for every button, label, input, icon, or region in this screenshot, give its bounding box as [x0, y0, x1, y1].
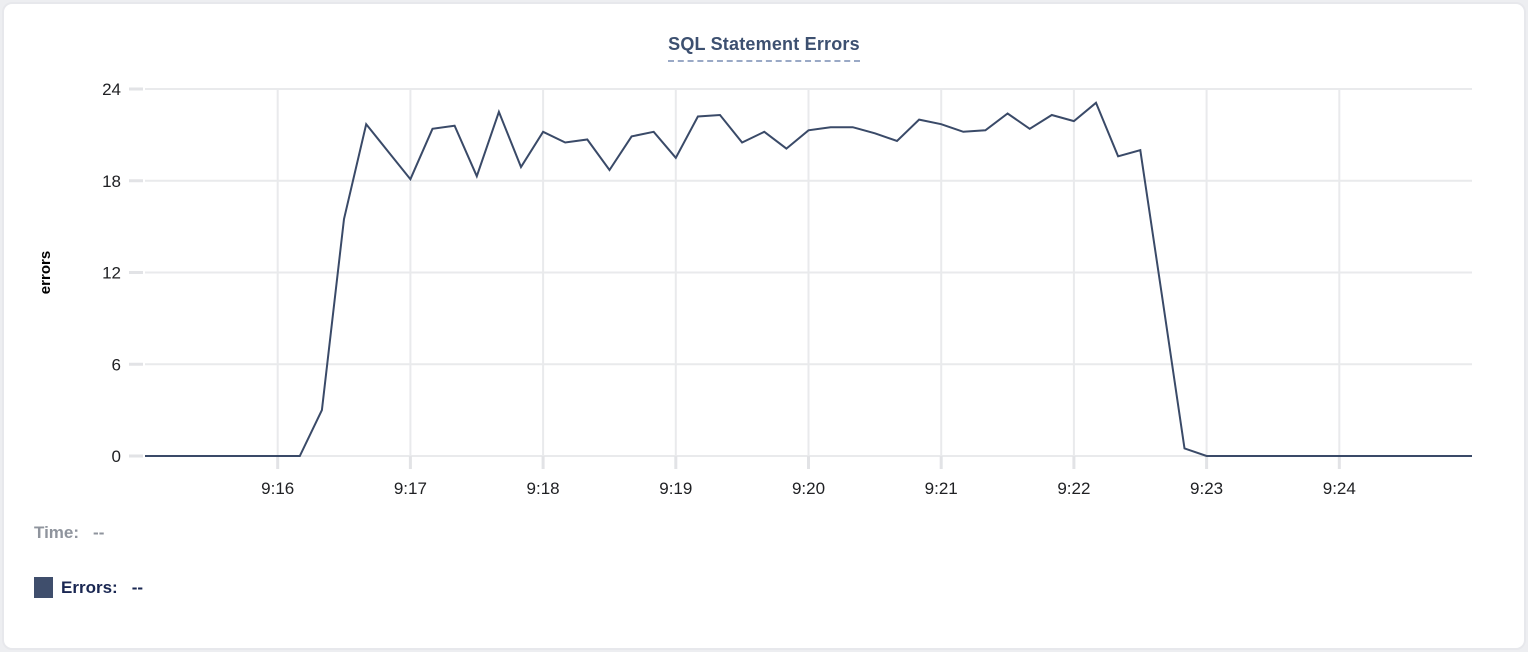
- y-tick-label: 12: [102, 264, 121, 283]
- chart-header: SQL Statement Errors: [4, 34, 1524, 62]
- time-label: Time:: [34, 523, 80, 542]
- y-tick-label: 18: [102, 172, 121, 191]
- time-value: --: [93, 523, 105, 542]
- errors-series-swatch: [34, 577, 53, 598]
- errors-readout: Errors: --: [34, 577, 143, 598]
- x-tick-label: 9:16: [261, 479, 294, 498]
- x-tick-label: 9:19: [659, 479, 692, 498]
- y-tick-label: 6: [112, 355, 121, 374]
- errors-label: Errors:: [61, 577, 118, 597]
- y-axis-label: errors: [37, 251, 54, 294]
- x-tick-label: 9:20: [792, 479, 825, 498]
- errors-line-chart[interactable]: 0 6 12 18 24 9:16 9:17 9:18 9:19 9:20 9:21 9:22 9:23…: [4, 4, 1528, 509]
- errors-series-line: [145, 101, 1472, 457]
- x-tick-label: 9:18: [527, 479, 560, 498]
- y-tick-label: 0: [112, 447, 121, 466]
- time-readout: Time: --: [34, 523, 104, 543]
- x-tick-label: 9:24: [1323, 479, 1356, 498]
- x-tick-label: 9:22: [1057, 479, 1090, 498]
- x-tick-label: 9:17: [394, 479, 427, 498]
- errors-value: --: [131, 577, 144, 597]
- chart-title[interactable]: SQL Statement Errors: [668, 34, 860, 62]
- y-tick-label: 24: [102, 80, 121, 99]
- x-tick-label: 9:21: [925, 479, 958, 498]
- x-tick-label: 9:23: [1190, 479, 1223, 498]
